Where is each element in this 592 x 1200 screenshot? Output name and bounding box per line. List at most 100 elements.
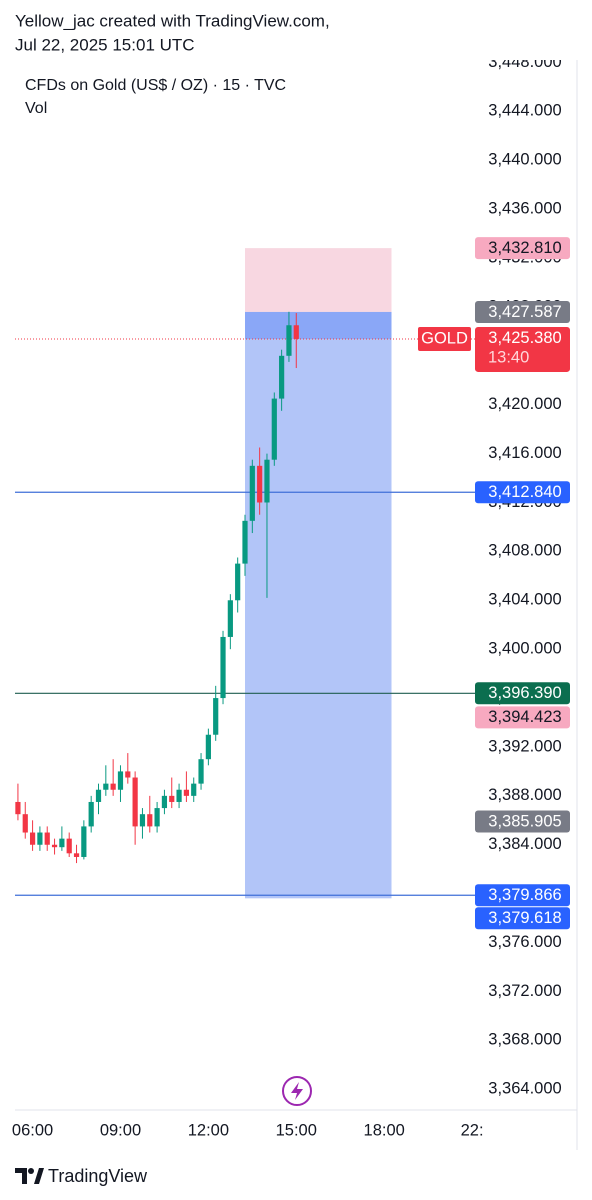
logo-dot: [28, 1168, 34, 1174]
price-label: 3,412.840: [475, 481, 570, 504]
symbol-tag: [418, 326, 471, 351]
candle-body: [147, 814, 153, 827]
candle-body: [59, 838, 65, 848]
price-label-box: [475, 706, 570, 729]
y-tick-label: 3,404.000: [488, 591, 561, 609]
y-tick-label: 3,376.000: [488, 933, 561, 951]
candle-body: [286, 325, 292, 356]
price-label-text: 3,425.380: [488, 329, 561, 347]
candle-body: [132, 777, 138, 827]
candle-body: [44, 832, 50, 845]
candle-body: [271, 398, 277, 460]
plot-area: [15, 248, 475, 899]
price-label-box: [475, 326, 570, 372]
price-label-text: 3,432.810: [488, 239, 561, 257]
candle-body: [51, 844, 58, 848]
position-stop-zone: [245, 311, 392, 899]
y-tick-label: 3,364.000: [488, 1080, 561, 1098]
price-label: 3,379.866: [475, 884, 570, 907]
candle-body: [161, 795, 168, 809]
y-tick-label: 3,384.000: [488, 835, 561, 853]
price-label-text: 3,427.587: [488, 303, 561, 321]
candle-body: [88, 801, 94, 827]
price-label-box: [475, 907, 570, 930]
x-tick-label: 06:00: [12, 1121, 53, 1139]
price-label-box: [475, 300, 570, 323]
logo-slash: [34, 1168, 44, 1184]
price-label: 3,432.810: [475, 237, 570, 260]
candle-body: [191, 783, 197, 796]
candle-body: [117, 771, 124, 790]
candle-body: [66, 838, 72, 854]
y-tick-label: 3,420.000: [488, 395, 561, 413]
y-tick-label: 3,368.000: [488, 1031, 561, 1049]
x-tick-label: 09:00: [100, 1121, 141, 1139]
candle-body: [176, 789, 182, 802]
price-label: 3,385.905: [475, 810, 570, 833]
candle-body: [257, 465, 263, 503]
brand-logo: TradingView: [15, 1166, 148, 1186]
price-label-text: 3,379.866: [488, 886, 561, 904]
price-label-box: [475, 810, 570, 833]
price-label: 3,396.390: [475, 682, 570, 705]
candle-body: [103, 783, 109, 790]
x-tick-label: 22:: [461, 1121, 484, 1139]
date: Jul 22, 2025 15:01 UTC: [15, 35, 195, 54]
candle-body: [213, 698, 219, 735]
candle-body: [125, 771, 131, 778]
candle-body: [183, 789, 190, 796]
x-tick-label: 12:00: [188, 1121, 229, 1139]
y-tick-label: 3,372.000: [488, 982, 561, 1000]
position-target-zone: [245, 248, 392, 312]
candle-body: [198, 759, 204, 784]
y-tick-label: 3,444.000: [488, 102, 561, 120]
price-label-text: 3,394.423: [488, 708, 561, 726]
candle-body: [29, 832, 36, 845]
y-tick-label: 3,388.000: [488, 786, 561, 804]
price-label-text: 3,396.390: [488, 684, 561, 702]
y-tick-label: 3,436.000: [488, 199, 561, 217]
candle-body: [154, 808, 160, 827]
lightning-icon[interactable]: [282, 1076, 312, 1106]
logo-mark: [15, 1168, 27, 1184]
candle-body: [264, 459, 270, 503]
price-label: 3,379.618: [475, 907, 570, 930]
candle-body: [139, 814, 146, 827]
candle-body: [227, 600, 233, 637]
candle-body: [279, 355, 285, 399]
y-tick-label: 3,400.000: [488, 640, 561, 658]
price-label: 3,394.423: [475, 706, 570, 729]
price-label-text: 3,412.840: [488, 483, 561, 501]
y-tick-label: 3,408.000: [488, 542, 561, 560]
y-tick-label: 3,392.000: [488, 737, 561, 755]
price-label: 3,427.587: [475, 300, 570, 323]
candle-body: [95, 789, 102, 802]
legend-volume: Vol: [25, 100, 47, 117]
price-label-text: 3,385.905: [488, 812, 561, 830]
position-pnl-zone: [245, 311, 392, 339]
price-label-box: [475, 884, 570, 907]
candle-body: [73, 853, 80, 857]
candle-body: [242, 520, 248, 564]
candle-body: [220, 636, 226, 699]
price-label-box: [475, 682, 570, 705]
price-label-box: [475, 481, 570, 504]
y-tick-label: 3,416.000: [488, 444, 561, 462]
legend-symbol: CFDs on Gold (US$ / OZ) · 15 · TVC: [25, 77, 286, 94]
price-label-box: [475, 237, 570, 260]
symbol-label: GOLD: [421, 329, 468, 347]
attribution: Yellow_jac created with TradingView.com,: [15, 11, 330, 30]
candle-body: [205, 734, 211, 760]
price-label-text: 3,379.618: [488, 909, 561, 927]
x-tick-label: 18:00: [364, 1121, 405, 1139]
candle-body: [235, 563, 241, 601]
candle-body: [15, 801, 21, 815]
candle-body: [293, 325, 299, 339]
candle-body: [110, 783, 116, 790]
candle-body: [249, 465, 255, 521]
icon-circle: [282, 1076, 312, 1106]
x-tick-label: 15:00: [276, 1121, 317, 1139]
icon-bolt: [291, 1082, 303, 1100]
